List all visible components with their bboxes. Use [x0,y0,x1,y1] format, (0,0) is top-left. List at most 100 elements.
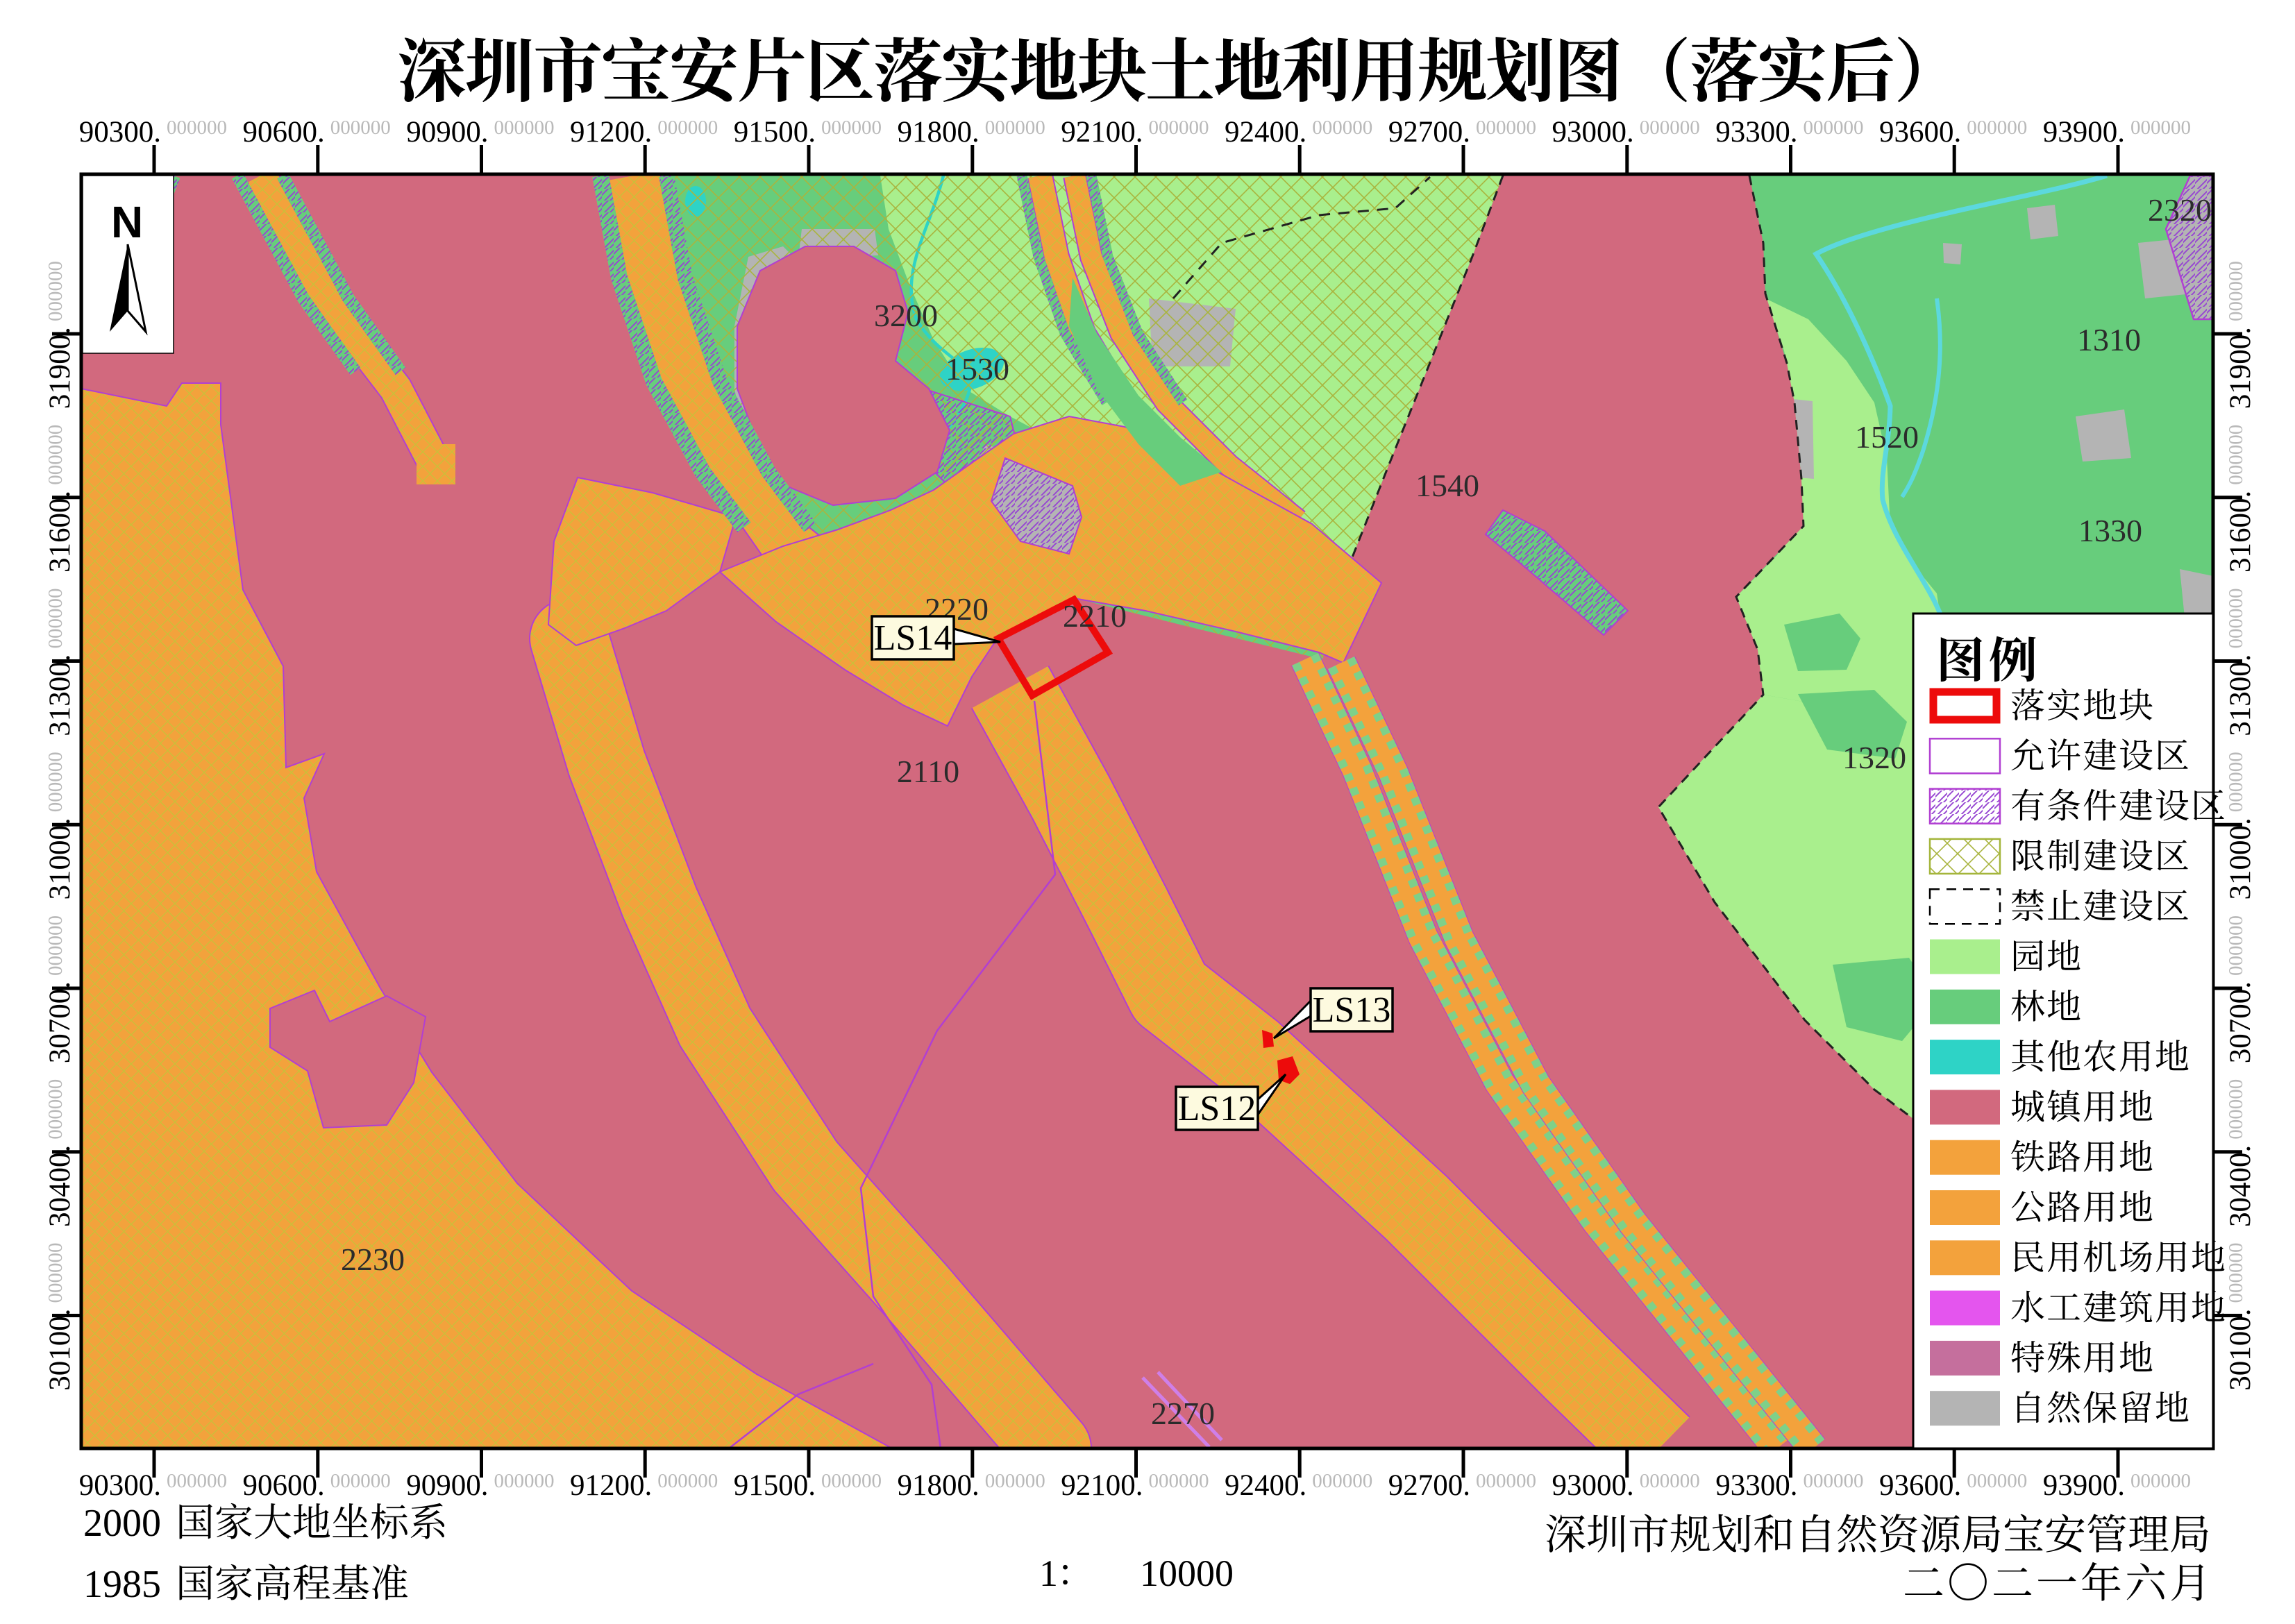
svg-text:31900.: 31900. [2224,327,2257,409]
svg-text:000000: 000000 [2225,261,2247,321]
svg-text:90900.: 90900. [406,1469,488,1502]
svg-text:90600.: 90600. [243,116,325,149]
svg-text:2210: 2210 [1063,598,1127,634]
svg-text:000000: 000000 [2130,1470,2191,1492]
svg-text:000000: 000000 [1312,117,1372,139]
svg-text:91200.: 91200. [570,116,652,149]
svg-text:000000: 000000 [985,117,1045,139]
svg-text:000000: 000000 [44,1079,67,1140]
svg-text:93600.: 93600. [1879,1469,1961,1502]
svg-text:000000: 000000 [1804,117,1864,139]
svg-text:31300.: 31300. [2224,654,2257,736]
svg-text:31000.: 31000. [2224,818,2257,899]
svg-text:000000: 000000 [2225,915,2247,976]
svg-text:31600.: 31600. [44,491,76,573]
svg-text:93600.: 93600. [1879,116,1961,149]
svg-text:2270: 2270 [1151,1396,1215,1431]
svg-text:92400.: 92400. [1225,116,1306,149]
svg-text:000000: 000000 [657,1470,718,1492]
svg-text:91500.: 91500. [734,116,816,149]
svg-text:000000: 000000 [657,117,718,139]
svg-text:000000: 000000 [44,425,67,485]
svg-text:000000: 000000 [330,1470,391,1492]
svg-text:000000: 000000 [1149,117,1209,139]
svg-text:91800.: 91800. [898,1469,980,1502]
svg-text:LS12: LS12 [1178,1089,1256,1128]
svg-text:90300.: 90300. [79,1469,161,1502]
svg-text:30400.: 30400. [44,1145,76,1227]
svg-text:2110: 2110 [897,754,959,789]
svg-text:10000: 10000 [1140,1553,1234,1594]
svg-text:2230: 2230 [341,1242,405,1277]
svg-text:2000: 2000 [83,1502,161,1545]
svg-text:91500.: 91500. [734,1469,816,1502]
svg-text:000000: 000000 [44,589,67,649]
svg-text:1520: 1520 [1855,419,1919,455]
svg-text:30700.: 30700. [44,981,76,1063]
svg-text:1985: 1985 [83,1563,161,1606]
svg-text:000000: 000000 [330,117,391,139]
svg-text:000000: 000000 [1640,117,1700,139]
svg-text:000000: 000000 [2225,589,2247,649]
svg-text:2320: 2320 [2148,192,2212,228]
svg-text:31600.: 31600. [2224,491,2257,573]
svg-text:000000: 000000 [1476,1470,1536,1492]
svg-text:93000.: 93000. [1552,1469,1634,1502]
svg-text:93300.: 93300. [1715,116,1797,149]
svg-text:000000: 000000 [2225,1079,2247,1140]
svg-text:1530: 1530 [945,351,1009,387]
svg-text:1330: 1330 [2078,513,2142,548]
svg-text:90300.: 90300. [79,116,161,149]
svg-text:000000: 000000 [1312,1470,1372,1492]
svg-text:30400.: 30400. [2224,1145,2257,1227]
svg-text:000000: 000000 [167,117,227,139]
svg-text:000000: 000000 [1967,117,2027,139]
svg-text:000000: 000000 [494,1470,555,1492]
svg-text:LS14: LS14 [874,618,952,658]
svg-text:30100.: 30100. [44,1309,76,1391]
svg-text:000000: 000000 [1149,1470,1209,1492]
svg-text:93000.: 93000. [1552,116,1634,149]
svg-text:30700.: 30700. [2224,981,2257,1063]
svg-text:92700.: 92700. [1388,1469,1470,1502]
svg-text:000000: 000000 [1804,1470,1864,1492]
svg-text:000000: 000000 [821,1470,882,1492]
svg-text:90900.: 90900. [406,116,488,149]
svg-text:000000: 000000 [44,915,67,976]
svg-text:31300.: 31300. [44,654,76,736]
svg-text:93900.: 93900. [2043,116,2125,149]
svg-text:000000: 000000 [985,1470,1045,1492]
svg-text:000000: 000000 [2225,1243,2247,1303]
svg-text:000000: 000000 [821,117,882,139]
svg-text:000000: 000000 [494,117,555,139]
svg-text:93300.: 93300. [1715,1469,1797,1502]
svg-text:000000: 000000 [2130,117,2191,139]
svg-text:000000: 000000 [2225,425,2247,485]
svg-text:31900.: 31900. [44,327,76,409]
svg-text:30100.: 30100. [2224,1309,2257,1391]
svg-text:31000.: 31000. [44,818,76,899]
svg-text:1310: 1310 [2077,322,2141,357]
svg-text:93900.: 93900. [2043,1469,2125,1502]
svg-text:000000: 000000 [1640,1470,1700,1492]
svg-text:LS13: LS13 [1313,990,1391,1030]
svg-text:000000: 000000 [1967,1470,2027,1492]
svg-text:92100.: 92100. [1061,1469,1143,1502]
svg-text:92100.: 92100. [1061,116,1143,149]
svg-text:N: N [111,197,143,247]
svg-text:1320: 1320 [1842,740,1906,775]
svg-text:91200.: 91200. [570,1469,652,1502]
svg-text:000000: 000000 [1476,117,1536,139]
svg-text:000000: 000000 [44,1243,67,1303]
svg-text:000000: 000000 [2225,752,2247,812]
svg-text:000000: 000000 [167,1470,227,1492]
svg-text:1540: 1540 [1415,468,1479,503]
svg-text:1: 1 [1039,1553,1058,1594]
svg-text:90600.: 90600. [243,1469,325,1502]
svg-text:92400.: 92400. [1225,1469,1306,1502]
svg-text:92700.: 92700. [1388,116,1470,149]
svg-text:000000: 000000 [44,261,67,321]
svg-text:91800.: 91800. [898,116,980,149]
svg-text:3200: 3200 [874,298,938,333]
svg-text:000000: 000000 [44,752,67,812]
